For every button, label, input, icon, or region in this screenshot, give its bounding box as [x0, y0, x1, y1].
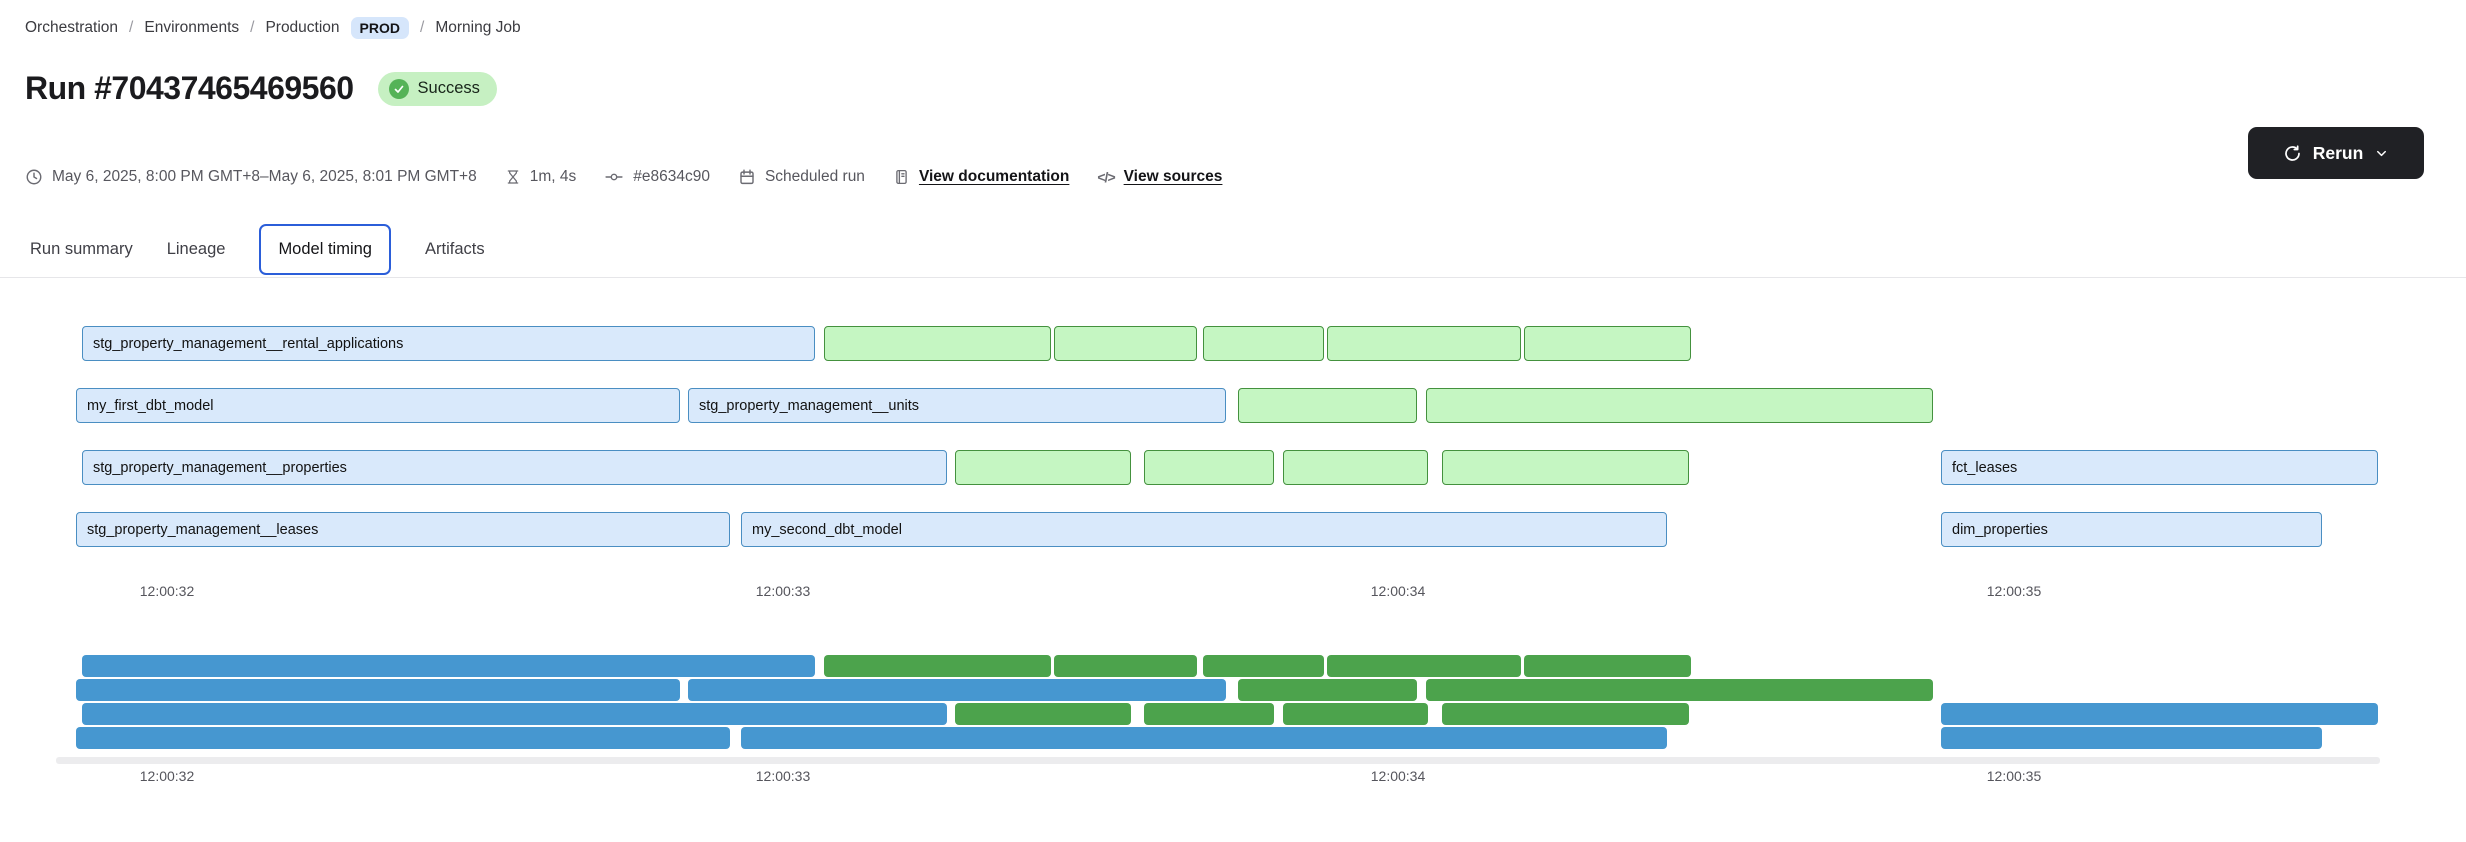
model-bar-dim_properties[interactable]: dim_properties — [1941, 512, 2322, 547]
tab-artifacts[interactable]: Artifacts — [424, 239, 485, 258]
minimap-bar — [741, 727, 1667, 749]
timing-segment-bar[interactable] — [1524, 326, 1691, 361]
rerun-label: Rerun — [2312, 142, 2364, 163]
chevron-down-icon — [2374, 146, 2389, 161]
timing-segment-bar[interactable] — [824, 326, 1051, 361]
timing-segment-bar[interactable] — [1426, 388, 1933, 423]
model-bar-label: fct_leases — [1952, 459, 2018, 476]
timeline-axis-tick: 12:00:32 — [139, 583, 195, 599]
document-icon — [893, 168, 910, 186]
timing-segment-bar[interactable] — [1144, 450, 1274, 485]
minimap-axis-tick: 12:00:33 — [755, 768, 811, 784]
model-bar-my_first_dbt_model[interactable]: my_first_dbt_model — [76, 388, 680, 423]
timeline-axis-tick: 12:00:33 — [755, 583, 811, 599]
minimap-bar — [688, 679, 1226, 701]
minimap-bar — [1426, 679, 1933, 701]
view-sources-link[interactable]: </> View sources — [1097, 168, 1223, 185]
run-time-range: May 6, 2025, 8:00 PM GMT+8–May 6, 2025, … — [25, 168, 477, 186]
minimap-bar — [1941, 703, 2378, 725]
timing-segment-bar[interactable] — [955, 450, 1131, 485]
breadcrumb-orchestration[interactable]: Orchestration — [25, 19, 119, 36]
page-title: Run #70437465469560 — [25, 70, 354, 106]
minimap-axis-tick: 12:00:35 — [1986, 768, 2042, 784]
timing-segment-bar[interactable] — [1238, 388, 1417, 423]
minimap-bar — [1144, 703, 1274, 725]
model-bar-label: my_first_dbt_model — [87, 397, 214, 414]
tab-run-summary[interactable]: Run summary — [30, 239, 133, 258]
timing-segment-bar[interactable] — [1054, 326, 1197, 361]
model-bar-stg_property_management__properties[interactable]: stg_property_management__properties — [82, 450, 947, 485]
check-icon — [388, 78, 409, 99]
timing-segment-bar[interactable] — [1327, 326, 1521, 361]
breadcrumb-separator: / — [420, 19, 425, 36]
minimap-axis-tick: 12:00:32 — [139, 768, 195, 784]
model-bar-stg_property_management__units[interactable]: stg_property_management__units — [688, 388, 1226, 423]
model-bar-stg_property_management__leases[interactable]: stg_property_management__leases — [76, 512, 730, 547]
timing-segment-bar[interactable] — [1442, 450, 1689, 485]
commit-sha: #e8634c90 — [604, 168, 710, 186]
tab-lineage[interactable]: Lineage — [166, 239, 226, 258]
run-trigger: Scheduled run — [738, 168, 865, 186]
minimap-bar — [76, 679, 680, 701]
minimap-bar — [1327, 655, 1521, 677]
run-duration: 1m, 4s — [505, 168, 576, 186]
model-bar-label: stg_property_management__units — [699, 397, 920, 414]
timing-segment-bar[interactable] — [1283, 450, 1428, 485]
model-bar-label: my_second_dbt_model — [752, 521, 902, 538]
status-label: Success — [417, 79, 480, 97]
rerun-button[interactable]: Rerun — [2248, 127, 2424, 179]
minimap-bar — [1524, 655, 1691, 677]
minimap-bar — [1054, 655, 1197, 677]
hourglass-icon — [505, 168, 521, 186]
model-bar-fct_leases[interactable]: fct_leases — [1941, 450, 2378, 485]
run-meta-row: May 6, 2025, 8:00 PM GMT+8–May 6, 2025, … — [25, 168, 1222, 186]
minimap-bar — [955, 703, 1131, 725]
status-badge: Success — [377, 71, 497, 106]
timeline-axis-tick: 12:00:34 — [1370, 583, 1426, 599]
model-bar-stg_property_management__rental_applications[interactable]: stg_property_management__rental_applicat… — [82, 326, 815, 361]
model-bar-label: dim_properties — [1952, 521, 2048, 538]
minimap-bar — [1941, 727, 2322, 749]
breadcrumb-environments[interactable]: Environments — [144, 19, 240, 36]
environment-badge: PROD — [350, 17, 409, 39]
model-bar-my_second_dbt_model[interactable]: my_second_dbt_model — [741, 512, 1667, 547]
minimap-bar — [824, 655, 1051, 677]
breadcrumb-separator: / — [250, 19, 255, 36]
view-documentation-link[interactable]: View documentation — [893, 168, 1069, 186]
minimap-bar — [76, 727, 730, 749]
minimap-bar — [82, 703, 947, 725]
minimap-scroll-track[interactable] — [56, 757, 2380, 764]
clock-icon — [25, 168, 43, 186]
breadcrumb-production[interactable]: Production — [265, 19, 340, 36]
tab-bar: Run summary Lineage Model timing Artifac… — [30, 219, 485, 279]
timeline-axis-tick: 12:00:35 — [1986, 583, 2042, 599]
breadcrumb-separator: / — [129, 19, 134, 36]
minimap-axis-tick: 12:00:34 — [1370, 768, 1426, 784]
minimap-bar — [1283, 703, 1428, 725]
tab-model-timing[interactable]: Model timing — [259, 223, 391, 275]
title-row: Run #70437465469560 Success — [25, 70, 497, 107]
model-bar-label: stg_property_management__rental_applicat… — [93, 335, 404, 352]
minimap-bar — [1238, 679, 1417, 701]
minimap-bar — [82, 655, 815, 677]
calendar-icon — [738, 168, 756, 186]
breadcrumb-morning-job: Morning Job — [435, 19, 521, 36]
minimap-bar — [1442, 703, 1689, 725]
model-bar-label: stg_property_management__leases — [87, 521, 319, 538]
tab-bar-divider — [0, 277, 2466, 278]
model-bar-label: stg_property_management__properties — [93, 459, 347, 476]
refresh-icon — [2283, 144, 2302, 163]
timing-segment-bar[interactable] — [1203, 326, 1324, 361]
code-icon: </> — [1097, 169, 1115, 185]
breadcrumb: Orchestration / Environments / Productio… — [25, 14, 521, 42]
minimap-bar — [1203, 655, 1324, 677]
commit-icon — [604, 168, 624, 186]
